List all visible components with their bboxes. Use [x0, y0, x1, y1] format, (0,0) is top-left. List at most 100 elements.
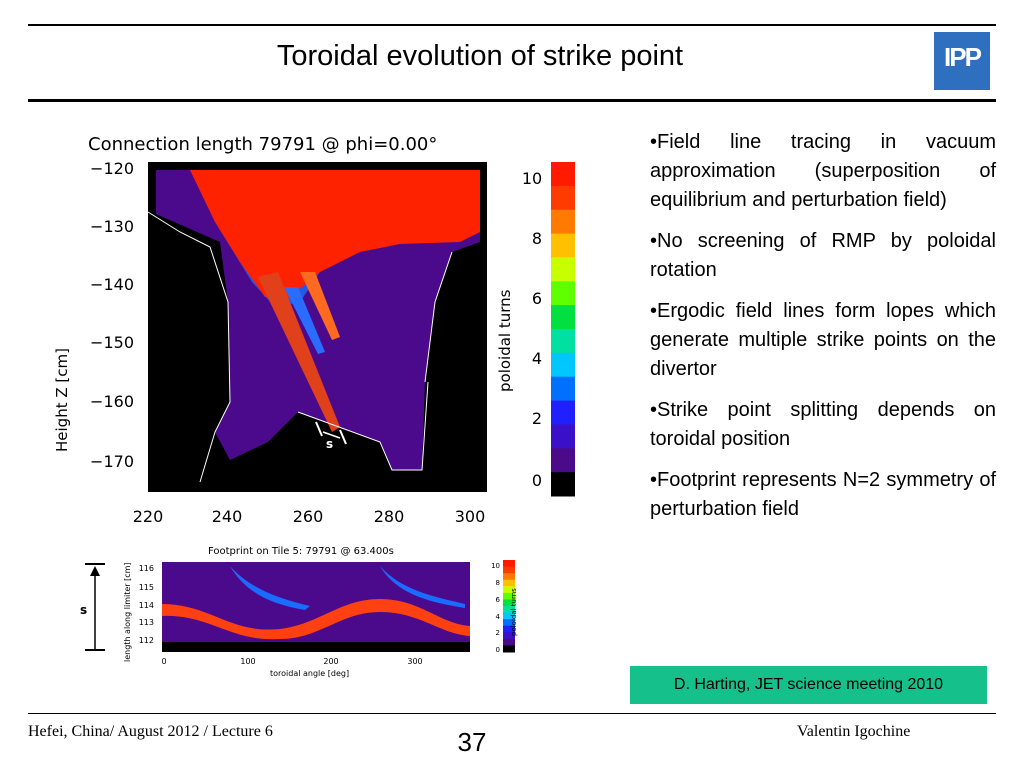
cbar-tick: 10	[491, 562, 500, 570]
colorbar-ticks: 10 8 6 4 2 0	[522, 169, 542, 490]
bullet-item: •Footprint represents N=2 symmetry of pe…	[650, 469, 996, 520]
citation-box: D. Harting, JET science meeting 2010	[630, 666, 987, 704]
x-tick: 300	[407, 657, 422, 666]
x-tick: 300	[455, 507, 486, 526]
footprint-ylabel: length along limiter [cm]	[123, 562, 132, 662]
y-tick: 115	[139, 583, 154, 592]
colorbar-segment	[503, 560, 515, 568]
s-arrow-head	[90, 566, 100, 576]
s-marker-end	[339, 429, 347, 445]
colorbar-segment	[503, 599, 515, 607]
footprint-y-ticks: 116 115 114 113 112	[139, 564, 154, 645]
footprint-cbar-ticks: 10 8 6 4 2 0	[491, 562, 500, 654]
footprint-title: Footprint on Tile 5: 79791 @ 63.400s	[208, 546, 394, 557]
colorbar	[551, 162, 575, 497]
colorbar-segment	[551, 376, 575, 402]
connection-length-plot: Connection length 79791 @ phi=0.00° Heig…	[53, 134, 575, 526]
x-tick: 200	[323, 657, 338, 666]
bullet-item: •Field line tracing in vacuum approximat…	[650, 131, 996, 211]
s-bracket-label: s	[80, 603, 87, 617]
s-marker-start	[315, 421, 323, 437]
colorbar-segment	[551, 424, 575, 449]
strike-lobe-2	[284, 287, 325, 354]
y-tick: −170	[90, 452, 134, 471]
y-tick: 113	[139, 618, 154, 627]
bullet-list: •Field line tracing in vacuum approximat…	[650, 128, 996, 536]
ipp-logo: IPP	[934, 32, 990, 90]
footer-rule	[28, 713, 996, 714]
cbar-tick: 8	[496, 579, 500, 587]
colorbar-segment	[551, 281, 575, 306]
ergodic-region	[190, 170, 480, 297]
cbar-tick: 2	[496, 629, 500, 637]
colorbar-segment	[551, 448, 575, 473]
footprint-cbar-label: poloidal turns	[510, 588, 518, 636]
footprint-band	[162, 599, 470, 640]
colorbar-label: poloidal turns	[496, 289, 514, 392]
colorbar-segment	[503, 566, 515, 574]
y-tick: −140	[90, 275, 134, 294]
s-marker-label: s	[326, 437, 333, 451]
footprint-x-ticks: 0 100 200 300	[161, 657, 422, 666]
y-tick: −130	[90, 217, 134, 236]
bullet-item: •No screening of RMP by poloidal rotatio…	[650, 230, 996, 281]
logo-text: IPP	[944, 42, 982, 72]
colorbar-segment	[503, 619, 515, 627]
cbar-tick: 0	[496, 646, 500, 654]
cbar-tick: 6	[496, 596, 501, 604]
colorbar-segment	[551, 400, 575, 425]
colorbar-segment	[503, 606, 515, 614]
x-tick: 0	[161, 657, 166, 666]
cbar-tick: 2	[532, 409, 542, 428]
colorbar-segment	[503, 638, 515, 646]
colorbar-segment	[551, 305, 575, 330]
bullet-item: •Ergodic field lines form lopes which ge…	[650, 300, 996, 380]
cbar-tick: 4	[532, 349, 542, 368]
y-tick-labels: −120 −130 −140 −150 −160 −170	[90, 159, 134, 471]
y-tick: −120	[90, 159, 134, 178]
footprint-lobe-2	[380, 566, 465, 608]
colorbar-segment	[551, 329, 575, 354]
cbar-tick: 6	[532, 289, 542, 308]
colorbar-segment	[551, 472, 575, 497]
s-marker-arrow	[322, 431, 341, 439]
colorbar-segment	[503, 579, 515, 587]
colorbar-segment	[503, 645, 515, 653]
wall-outline	[147, 211, 231, 483]
cbar-tick: 0	[532, 471, 542, 490]
x-tick-labels: 220 240 260 280 300	[133, 507, 486, 526]
title-underline	[28, 99, 996, 102]
wall-outline-right	[424, 251, 453, 383]
cbar-tick: 8	[532, 229, 542, 248]
footprint-plot: s Footprint on Tile 5: 79791 @ 63.400s l…	[80, 546, 518, 678]
colorbar-segment	[503, 573, 515, 581]
x-tick: 100	[240, 657, 255, 666]
colorbar-segment	[503, 632, 515, 640]
slide-title: Toroidal evolution of strike point	[276, 40, 684, 72]
x-tick: 280	[374, 507, 405, 526]
strike-lobe-1	[258, 272, 340, 432]
footer-right: Valentin Igochine	[797, 723, 911, 740]
colorbar-segment	[551, 233, 575, 258]
x-tick: 240	[212, 507, 243, 526]
y-tick: −150	[90, 333, 134, 352]
cbar-tick: 10	[522, 169, 542, 188]
colorbar-segment	[503, 612, 515, 620]
y-tick: −160	[90, 392, 134, 411]
footprint-bottom-strip	[162, 642, 470, 652]
colorbar-segment	[551, 209, 575, 235]
colorbar-segment	[551, 162, 575, 187]
y-axis-label: Height Z [cm]	[53, 348, 71, 452]
page-number: 37	[457, 727, 487, 757]
strike-lobe-3	[300, 272, 340, 340]
y-tick: 112	[139, 636, 154, 645]
footer-left: Hefei, China/ August 2012 / Lecture 6	[28, 723, 273, 740]
y-tick: 116	[139, 564, 154, 573]
colorbar-segment	[503, 586, 515, 594]
cbar-tick: 4	[496, 613, 501, 621]
footprint-area	[162, 562, 470, 652]
footprint-colorbar	[503, 560, 515, 653]
colorbar-segment	[503, 592, 515, 600]
plot-title: Connection length 79791 @ phi=0.00°	[88, 134, 437, 155]
colorbar-segment	[551, 185, 575, 211]
